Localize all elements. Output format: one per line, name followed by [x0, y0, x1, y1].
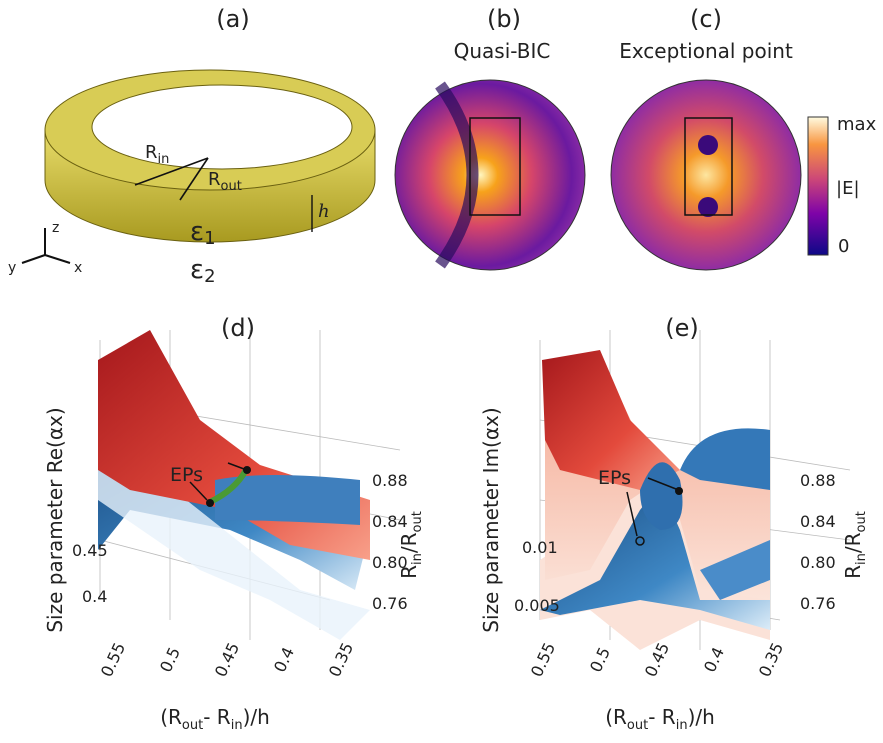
panel-title: Quasi-BIC [454, 39, 551, 63]
surface-d [98, 330, 400, 640]
x-tick: 0.45 [211, 640, 243, 680]
x-tick: 0.35 [755, 640, 787, 680]
y-tick: 0.84 [372, 512, 408, 531]
panel-label: (b) [487, 5, 521, 33]
panel-label: (c) [690, 5, 722, 33]
panel-label: (d) [221, 314, 255, 342]
x-tick: 0.4 [700, 644, 728, 675]
figure: (a) Rin Rout h ε1 ε2 z y x (b) Quasi-BIC… [0, 0, 883, 743]
annotation: EPs [170, 464, 203, 486]
axis-z: z [52, 220, 59, 236]
eps2: ε2 [190, 255, 216, 287]
y-tick: 0.76 [372, 594, 408, 613]
axis-x: x [74, 260, 82, 276]
colorbar-label: 0 [838, 236, 849, 257]
x-tick: 0.5 [156, 644, 184, 675]
annotation: EPs [598, 467, 631, 489]
x-label: (Rout- Rin)/h [160, 705, 270, 733]
z-tick: 0.4 [82, 587, 107, 606]
axis-y: y [8, 260, 16, 276]
x-tick: 0.4 [270, 644, 298, 675]
z-label: Size parameter Re(αx) [43, 407, 67, 632]
panel-title: Exceptional point [619, 39, 793, 63]
colorbar-label: max [837, 114, 877, 135]
z-tick: 0.01 [522, 538, 558, 557]
z-tick: 0.005 [514, 596, 560, 615]
height: h [318, 201, 330, 222]
x-label: (Rout- Rin)/h [605, 705, 715, 733]
panel-label: (e) [665, 314, 699, 342]
y-label: Rin/Rout [841, 511, 869, 579]
y-tick: 0.88 [372, 471, 408, 490]
panel-label: (a) [216, 5, 249, 33]
z-tick: 0.45 [72, 541, 108, 560]
y-tick: 0.88 [800, 471, 836, 490]
y-tick: 0.76 [800, 594, 836, 613]
x-tick: 0.55 [527, 640, 559, 680]
x-tick: 0.55 [97, 640, 129, 680]
y-tick: 0.80 [372, 553, 408, 572]
x-tick: 0.5 [586, 644, 614, 675]
y-tick: 0.84 [800, 512, 836, 531]
y-tick: 0.80 [800, 553, 836, 572]
z-label: Size parameter Im(αx) [479, 407, 503, 632]
x-tick: 0.35 [325, 640, 357, 680]
colorbar [808, 117, 828, 255]
colorbar-label: |E| [836, 178, 860, 199]
field-map [395, 80, 585, 270]
field-map [611, 80, 828, 270]
